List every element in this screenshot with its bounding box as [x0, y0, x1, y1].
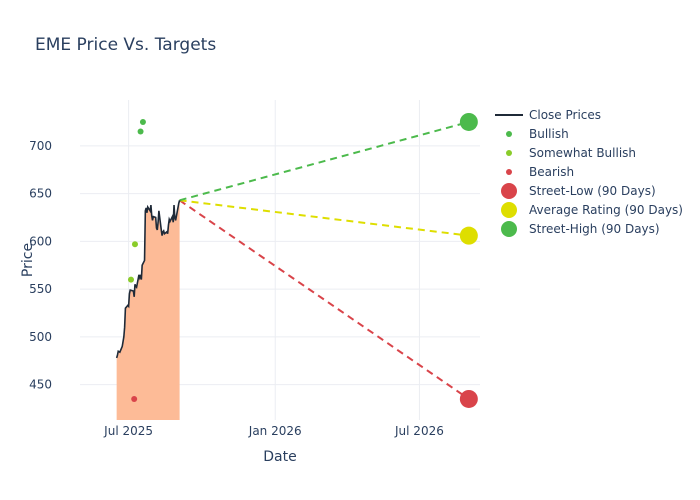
rating-dot: [139, 118, 146, 125]
legend-swatch: [506, 131, 512, 137]
legend-swatch: [501, 183, 517, 199]
chart-title: EME Price Vs. Targets: [35, 35, 216, 55]
y-tick-label: 650: [29, 187, 52, 201]
target-projection-line: [179, 121, 470, 202]
legend-swatch: [506, 150, 512, 156]
plot-series: [115, 112, 478, 420]
target-marker: [459, 226, 478, 245]
target-projection-line: [179, 199, 470, 400]
legend-label: Close Prices: [529, 108, 601, 122]
y-tick-label: 700: [29, 139, 52, 153]
rating-dot: [127, 276, 134, 283]
y-tick-label: 450: [29, 378, 52, 392]
y-axis-title: Price: [20, 243, 36, 277]
legend[interactable]: Close Prices Bullish Somewhat Bullish Beari…: [495, 108, 683, 237]
rating-dot: [131, 241, 138, 248]
y-tick-label: 500: [29, 330, 52, 344]
rating-dot: [131, 395, 138, 402]
close-price-line: [115, 200, 181, 359]
y-tick-labels: 450 500 550 600 650 700: [29, 139, 52, 392]
legend-label: Somewhat Bullish: [529, 146, 636, 160]
legend-swatch: [501, 202, 517, 218]
legend-label: Average Rating (90 Days): [529, 203, 683, 217]
legend-swatch: [506, 169, 512, 175]
x-tick-label: Jul 2025: [103, 424, 153, 438]
legend-label: Street-Low (90 Days): [529, 184, 656, 198]
x-tick-label: Jan 2026: [248, 424, 302, 438]
y-tick-label: 600: [29, 234, 52, 248]
x-tick-label: Jul 2026: [394, 424, 444, 438]
x-axis-title: Date: [263, 449, 296, 465]
rating-dot: [137, 128, 144, 135]
close-price-area: [116, 200, 180, 420]
legend-label: Bullish: [529, 127, 569, 141]
target-marker: [459, 389, 478, 408]
y-tick-label: 550: [29, 282, 52, 296]
x-tick-labels: Jul 2025 Jan 2026 Jul 2026: [103, 424, 444, 438]
legend-swatch: [501, 221, 517, 237]
legend-label: Street-High (90 Days): [529, 222, 660, 236]
legend-label: Bearish: [529, 165, 574, 179]
target-projection-line: [179, 199, 469, 237]
target-marker: [459, 112, 478, 131]
